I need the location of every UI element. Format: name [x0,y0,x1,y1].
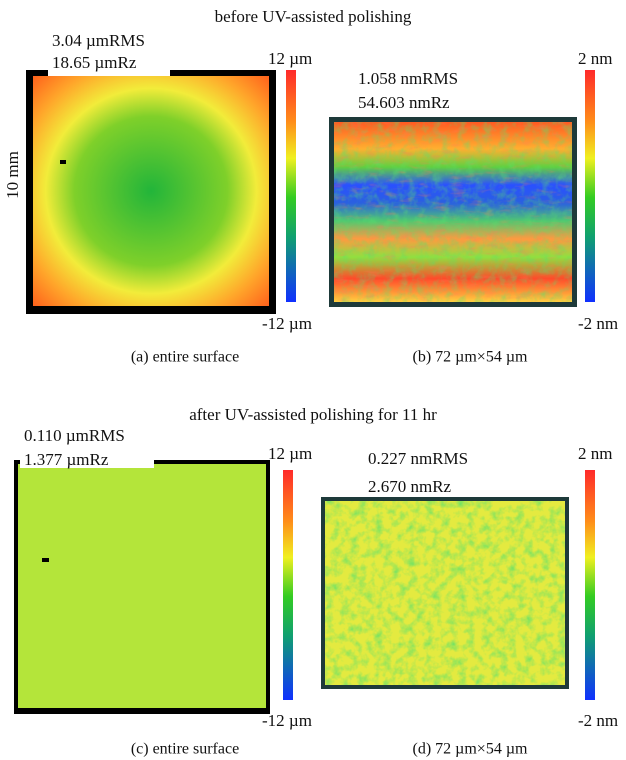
stats-rz: 1.377 µmRz [24,450,109,469]
section-title: after UV-assisted polishing for 11 hr [189,405,437,424]
surface-texture [325,501,565,685]
caption: (b) 72 µm×54 µm [412,349,528,366]
colorbar-min: -12 µm [262,711,312,730]
colorbar-max: 2 nm [578,444,612,463]
colorbar [585,470,595,700]
colorbar-max: 12 µm [268,444,312,463]
stats-rz: 54.603 nmRz [358,93,450,112]
stats-rms: 0.227 nmRMS [368,449,468,468]
surface-texture [334,122,572,302]
colorbar-max: 12 µm [268,49,312,68]
colorbar [283,470,293,700]
caption: (d) 72 µm×54 µm [412,741,528,758]
stats-box [48,30,170,76]
stats-rz: 2.670 nmRz [368,477,452,496]
stats-rms: 3.04 µmRMS [52,31,145,50]
surface-map [18,464,266,708]
colorbar-min: -2 nm [578,314,618,333]
defect [42,558,49,562]
colorbar-min: -2 nm [578,711,618,730]
stats-box [20,426,154,468]
caption: (a) entire surface [131,349,239,366]
surface-map [33,76,269,306]
stats-rms: 0.110 µmRMS [24,426,125,445]
colorbar [585,70,595,302]
colorbar [286,70,296,302]
axis-label: 10 mm [3,151,22,199]
defect [60,160,66,164]
section-title: before UV-assisted polishing [215,7,412,26]
stats-rz: 18.65 µmRz [52,53,137,72]
caption: (c) entire surface [131,741,239,758]
stats-rms: 1.058 nmRMS [358,69,458,88]
colorbar-min: -12 µm [262,314,312,333]
colorbar-max: 2 nm [578,49,612,68]
